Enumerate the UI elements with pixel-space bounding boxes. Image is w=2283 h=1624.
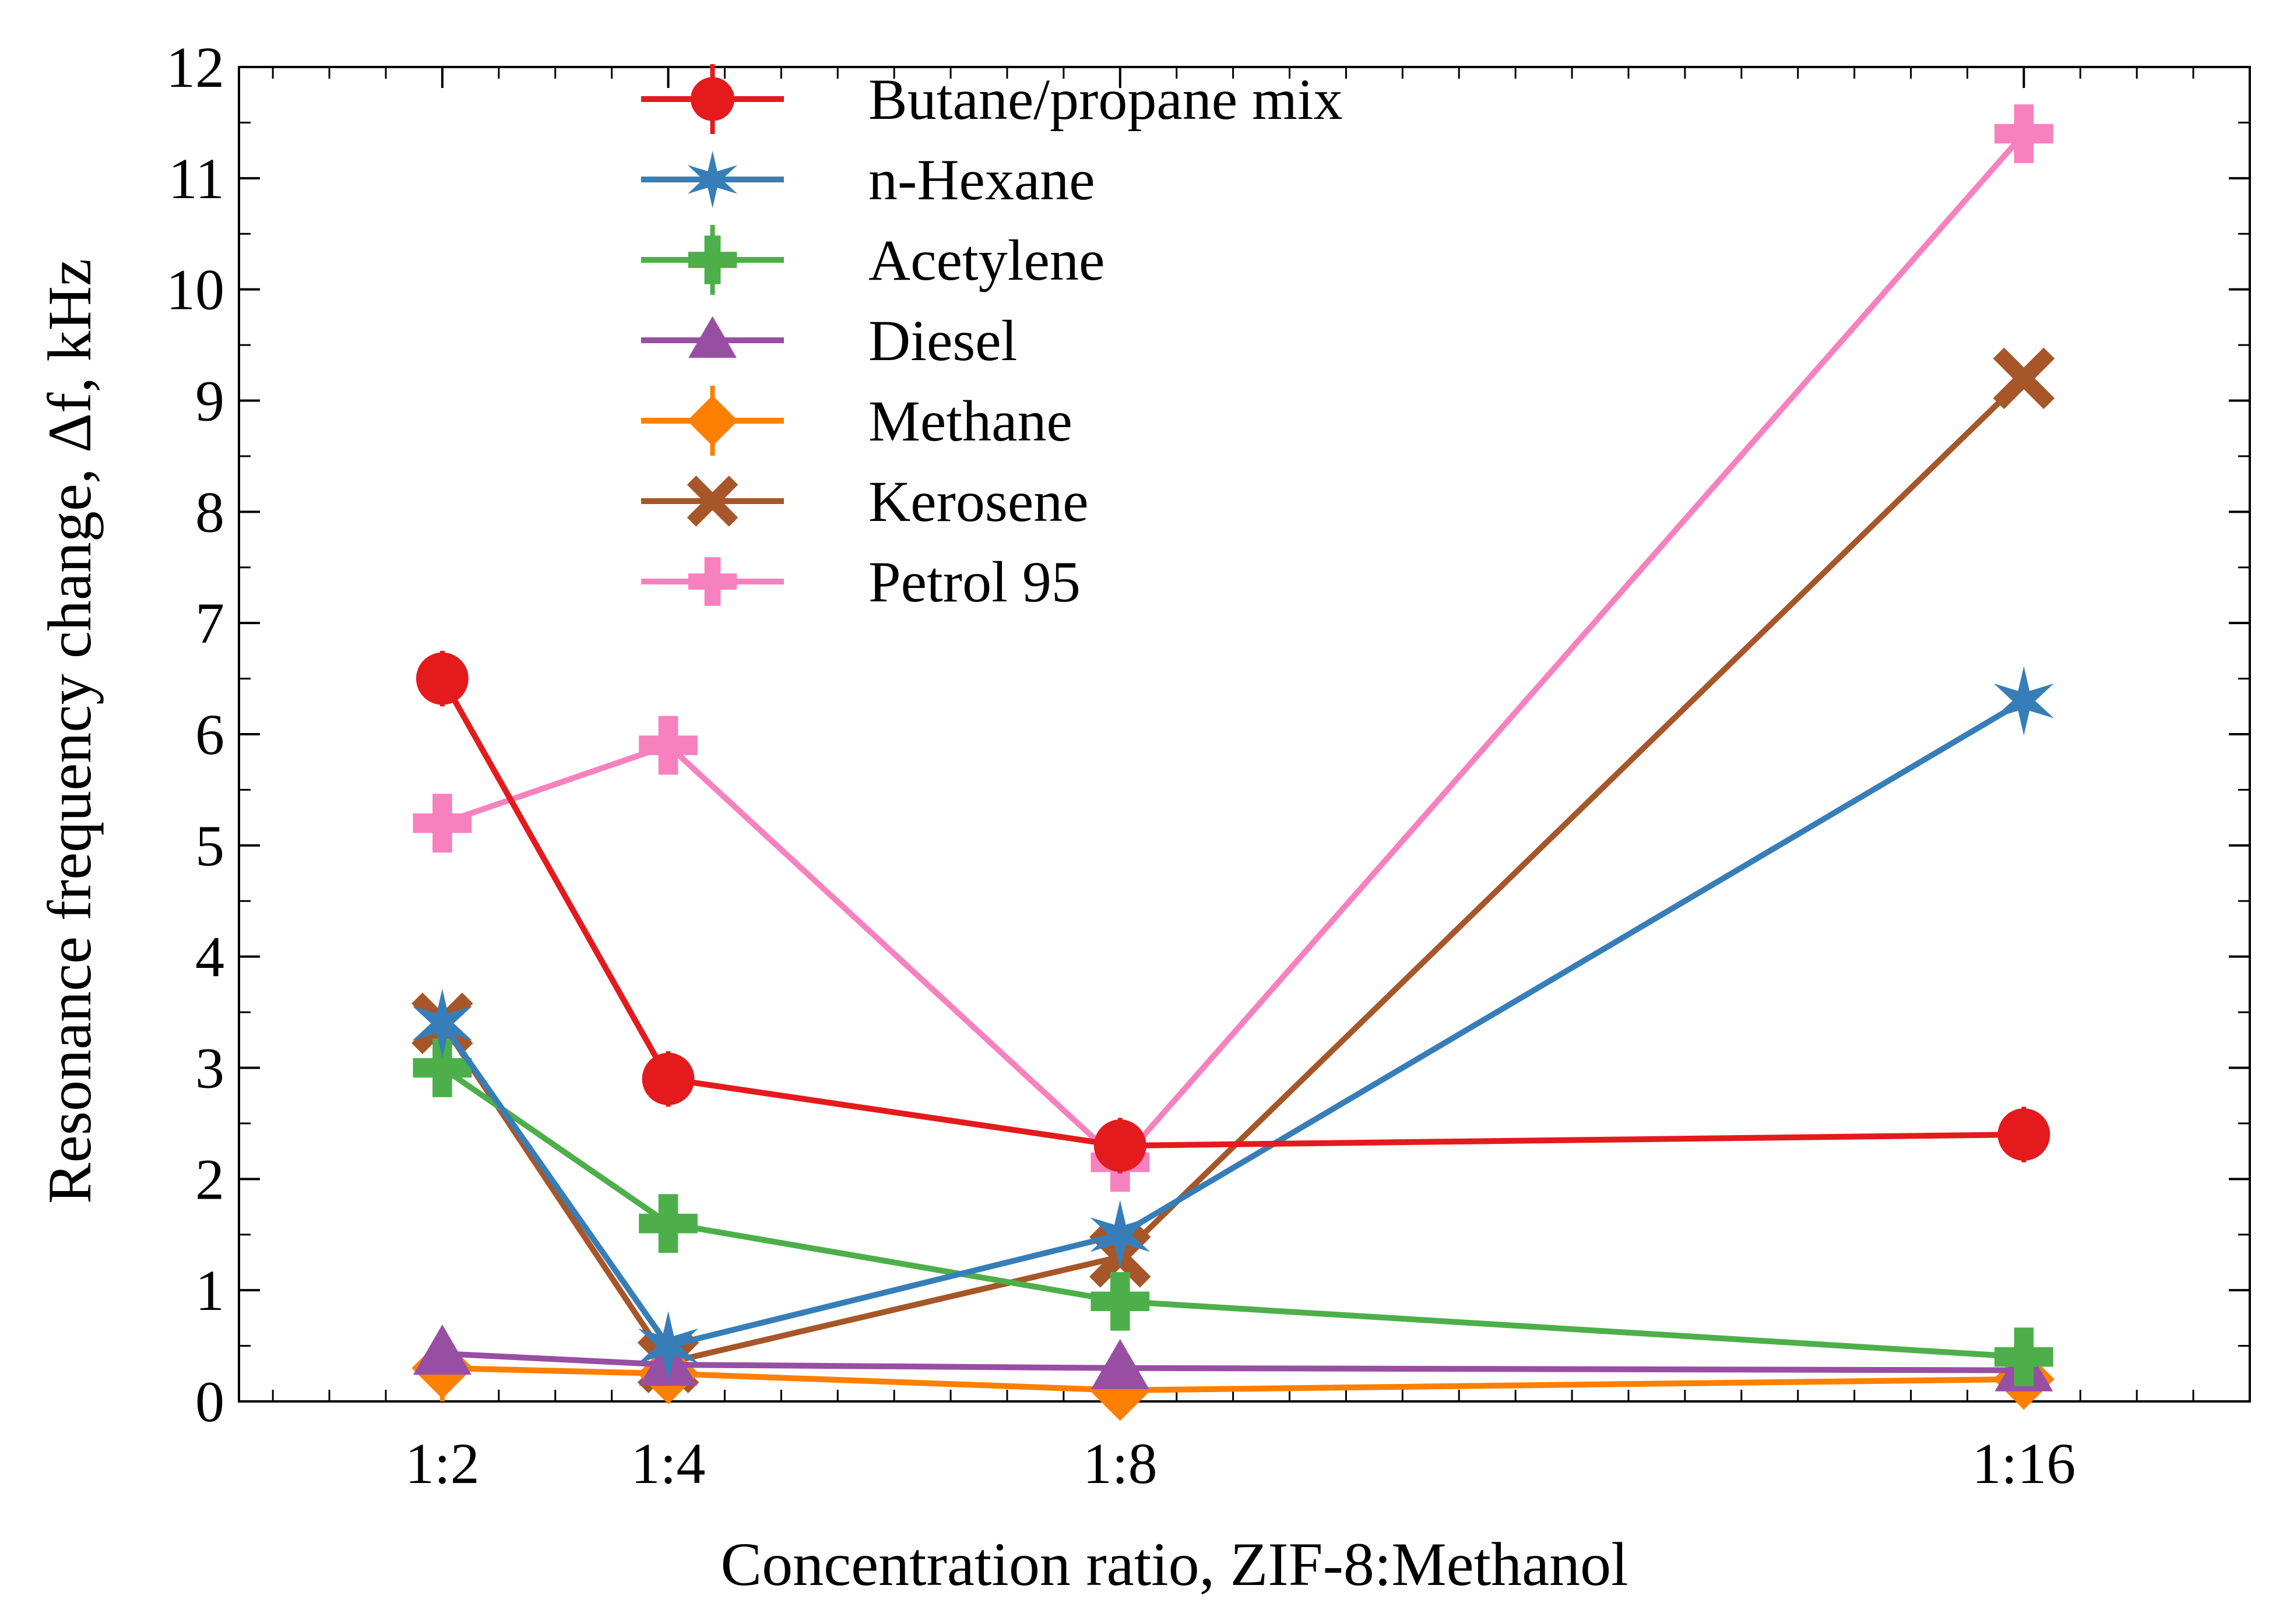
data-point xyxy=(413,1324,472,1375)
data-point xyxy=(1993,666,2054,736)
data-point xyxy=(639,716,698,775)
legend-entry: Diesel xyxy=(641,308,1017,373)
y-tick-label: 0 xyxy=(195,1369,224,1434)
legend-marker xyxy=(687,475,738,527)
legend: Butane/propane mix n-Hexane Acetylene Diese… xyxy=(641,64,1343,614)
y-tick-label: 9 xyxy=(195,369,224,434)
data-point xyxy=(1994,104,2053,163)
x-axis-title: Concentration ratio, ZIF-8:Methanol xyxy=(720,1530,1628,1598)
y-tick-label: 2 xyxy=(195,1147,224,1211)
x-tick-label: 1:4 xyxy=(631,1431,706,1496)
data-point xyxy=(413,1038,472,1097)
series-line xyxy=(441,132,2027,1165)
series-line xyxy=(441,1065,2024,1360)
data-point xyxy=(416,652,469,705)
legend-marker xyxy=(688,316,737,358)
data-point xyxy=(642,1052,695,1105)
legend-marker xyxy=(688,235,737,284)
legend-marker xyxy=(687,150,738,209)
y-tick-label: 10 xyxy=(166,258,224,322)
y-tick-label: 12 xyxy=(166,35,224,100)
legend-label: Kerosene xyxy=(868,469,1089,534)
y-tick-label: 5 xyxy=(195,813,224,878)
data-point xyxy=(639,1194,698,1253)
legend-marker xyxy=(691,77,734,121)
data-point xyxy=(1091,1338,1149,1389)
series-line xyxy=(442,1365,2024,1393)
legend-label: n-Hexane xyxy=(868,147,1095,212)
data-point xyxy=(1994,1327,2053,1387)
legend-entry: Acetylene xyxy=(641,225,1104,295)
data-point xyxy=(638,1311,699,1381)
series-butane-propane-mix xyxy=(416,650,2050,1174)
legend-entry: Petrol 95 xyxy=(641,549,1081,614)
y-tick-label: 3 xyxy=(195,1036,224,1101)
y-axis-title: Resonance frequency change, Δf, kHz xyxy=(36,259,104,1204)
legend-entry: Butane/propane mix xyxy=(641,64,1343,134)
y-tick-label: 4 xyxy=(195,925,224,989)
data-point xyxy=(413,794,472,853)
legend-entry: Methane xyxy=(641,386,1072,456)
data-point xyxy=(1093,1119,1146,1172)
legend-label: Acetylene xyxy=(868,228,1104,293)
y-tick-label: 7 xyxy=(195,591,224,656)
x-tick-label: 1:2 xyxy=(405,1431,480,1496)
series-diesel xyxy=(413,1324,2053,1392)
series-line xyxy=(439,376,2026,1366)
y-tick-label: 6 xyxy=(195,702,224,767)
legend-marker xyxy=(687,395,738,446)
data-point xyxy=(1090,1200,1151,1270)
legend-label: Diesel xyxy=(868,308,1017,373)
series-n-hexane xyxy=(412,666,2054,1381)
data-point xyxy=(1993,347,2055,410)
y-tick-label: 11 xyxy=(168,146,224,211)
legend-label: Petrol 95 xyxy=(868,549,1081,614)
legend-entry: Kerosene xyxy=(641,469,1089,534)
series-line xyxy=(442,1350,2024,1373)
data-point xyxy=(1997,1108,2050,1161)
y-tick-label: 1 xyxy=(195,1258,224,1323)
y-tick-label: 8 xyxy=(195,480,224,544)
legend-entry: n-Hexane xyxy=(641,147,1095,212)
data-point xyxy=(1091,1271,1150,1331)
legend-label: Butane/propane mix xyxy=(868,67,1343,132)
x-tick-label: 1:16 xyxy=(1972,1431,2076,1496)
data-point xyxy=(412,988,473,1058)
x-tick-label: 1:8 xyxy=(1083,1431,1158,1496)
legend-label: Methane xyxy=(868,389,1072,453)
series-line xyxy=(439,677,2024,1149)
series-group xyxy=(411,104,2055,1421)
series-line xyxy=(439,698,2025,1349)
legend-marker xyxy=(688,557,737,606)
